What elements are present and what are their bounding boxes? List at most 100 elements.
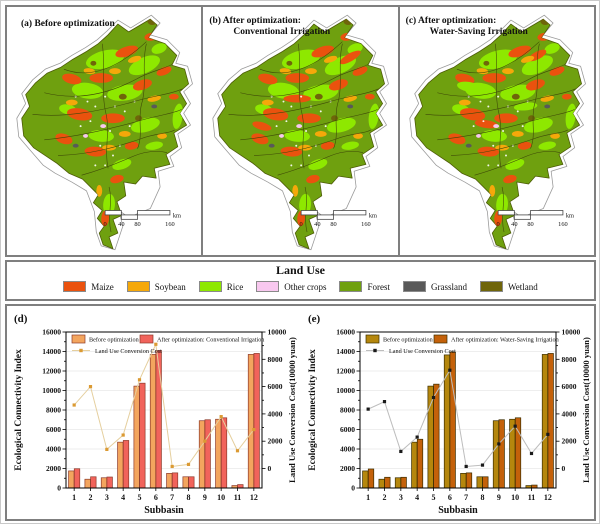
- svg-text:14000: 14000: [42, 347, 61, 356]
- axes: 0 2000 4000 6000 8000 10000 12000 14000 16000 0 20…: [336, 328, 580, 503]
- svg-text:8000: 8000: [46, 406, 61, 415]
- svg-text:40: 40: [314, 221, 320, 228]
- svg-text:16000: 16000: [336, 328, 355, 337]
- svg-text:80: 80: [331, 221, 337, 228]
- x-axis-title: Subbasin: [144, 505, 184, 516]
- svg-text:1: 1: [366, 493, 370, 502]
- scale-bar: 0 40 80 160 km: [496, 210, 574, 228]
- cost-line-series: [72, 342, 256, 469]
- legend-swatch: [63, 281, 87, 292]
- left-axis-title: Ecological Connectivity Index: [308, 349, 318, 471]
- svg-text:12: 12: [250, 493, 258, 502]
- svg-text:7: 7: [170, 493, 174, 502]
- scale-bar: 0 40 80 160 km: [104, 210, 181, 228]
- legend-swatch: [479, 281, 503, 292]
- legend-label: Forest: [367, 281, 390, 292]
- legend-swatch: [256, 281, 280, 292]
- bar-series-0: [362, 354, 549, 489]
- svg-text:8: 8: [187, 493, 191, 502]
- svg-text:2: 2: [383, 493, 387, 502]
- map-title-line1: (a) Before optimization: [21, 19, 115, 29]
- svg-text:10: 10: [217, 493, 225, 502]
- svg-text:11: 11: [528, 493, 536, 502]
- svg-text:7: 7: [464, 493, 468, 502]
- chart-e: 0 2000 4000 6000 8000 10000 12000 14000 16000 0 20…: [308, 313, 591, 516]
- svg-text:2000: 2000: [562, 437, 577, 446]
- svg-text:3: 3: [105, 493, 109, 502]
- map-title-c: (c) After optimization: Water-Saving Irr…: [406, 16, 528, 38]
- scale-bar: 0 40 80 160 km: [300, 210, 377, 228]
- svg-text:8000: 8000: [340, 406, 355, 415]
- subbasin-boundaries: [228, 41, 380, 233]
- maps-panel: 0 40 80 160 km (a) Before optimization 0 40 80…: [5, 5, 596, 257]
- svg-text:0: 0: [562, 464, 566, 473]
- map-title-line2: Water-Saving Irrigation: [429, 27, 528, 37]
- legend-label: Soybean: [154, 281, 186, 292]
- svg-text:2000: 2000: [340, 464, 355, 473]
- svg-text:0: 0: [351, 484, 355, 493]
- svg-text:8000: 8000: [268, 355, 283, 364]
- svg-text:6000: 6000: [340, 425, 355, 434]
- charts-panel: 0 2000 4000 6000 8000 10000 12000 14000 16000 0 20…: [5, 304, 596, 521]
- map-title-b: (b) After optimization: Conventional Irr…: [209, 16, 330, 38]
- legend-item-other-crops: Other crops: [256, 281, 326, 292]
- axes: 0200040006000800010000120001400016000020…: [42, 328, 286, 503]
- svg-text:160: 160: [165, 221, 175, 228]
- svg-text:10: 10: [511, 493, 519, 502]
- legend-item-grassland: Grassland: [402, 281, 467, 292]
- svg-text:4: 4: [121, 493, 125, 502]
- watershed-map-a: 0 40 80 160 km: [16, 14, 193, 251]
- legend-swatch: [126, 281, 150, 292]
- svg-text:16000: 16000: [42, 328, 61, 337]
- map-title-line1: (c) After optimization:: [405, 16, 497, 26]
- legend-item-maize: Maize: [63, 281, 114, 292]
- svg-text:0: 0: [300, 221, 303, 228]
- land-use-legend-panel: Land Use Maize Soybean Rice Other crops Fore…: [5, 260, 596, 301]
- cost-line-series: [366, 368, 550, 469]
- landuse-patches: [251, 19, 380, 227]
- legend-swatch: [339, 281, 363, 292]
- svg-text:160: 160: [361, 221, 371, 228]
- svg-text:After optimization: Water-Savi: After optimization: Water-Saving Irrigat…: [451, 337, 559, 344]
- map-panel-a: 0 40 80 160 km (a) Before optimization: [7, 7, 204, 255]
- svg-text:6000: 6000: [46, 425, 61, 434]
- svg-text:5: 5: [138, 493, 142, 502]
- svg-text:80: 80: [134, 221, 140, 228]
- svg-text:12000: 12000: [336, 367, 355, 376]
- legend-swatch: [402, 281, 426, 292]
- svg-text:km: km: [173, 212, 181, 219]
- svg-text:0: 0: [104, 221, 107, 228]
- svg-text:12: 12: [544, 493, 552, 502]
- legend-label: Grassland: [430, 281, 467, 292]
- svg-text:4000: 4000: [340, 445, 355, 454]
- svg-text:0: 0: [496, 221, 499, 228]
- watershed-map-b: 0 40 80 160 km: [212, 14, 390, 251]
- legend-item-soybean: Soybean: [126, 281, 186, 292]
- subbasin-boundaries: [32, 41, 183, 233]
- svg-text:9: 9: [203, 493, 207, 502]
- watershed-map-c: 0 40 80 160 km: [409, 14, 586, 251]
- svg-text:12000: 12000: [42, 367, 61, 376]
- chart-d: 0200040006000800010000120001400016000020…: [14, 313, 297, 516]
- legend-label: Rice: [226, 281, 244, 292]
- svg-text:160: 160: [558, 221, 568, 228]
- panel-letter: (d): [14, 313, 28, 325]
- svg-text:14000: 14000: [336, 347, 355, 356]
- svg-text:8: 8: [481, 493, 485, 502]
- gridlines: [66, 351, 262, 469]
- svg-text:2000: 2000: [268, 437, 283, 446]
- svg-text:5: 5: [432, 493, 436, 502]
- svg-text:Before optimization: Before optimization: [383, 337, 433, 344]
- svg-text:3: 3: [399, 493, 403, 502]
- right-axis-title: Land Use Conversion Cost(10000 yuan): [581, 337, 591, 483]
- bar-series-1: [367, 351, 554, 489]
- legend-swatch: [198, 281, 222, 292]
- svg-text:After optimization: Convention: After optimization: Conventional Irrigat…: [157, 337, 264, 344]
- svg-text:80: 80: [527, 221, 533, 228]
- svg-text:40: 40: [118, 221, 124, 228]
- svg-text:10000: 10000: [562, 328, 581, 337]
- svg-text:40: 40: [511, 221, 517, 228]
- svg-text:Before optimization: Before optimization: [89, 337, 139, 344]
- map-title-line2: Conventional Irrigation: [233, 27, 331, 37]
